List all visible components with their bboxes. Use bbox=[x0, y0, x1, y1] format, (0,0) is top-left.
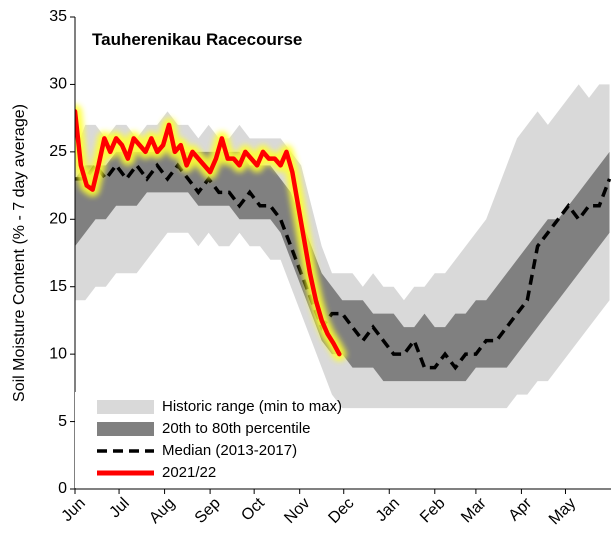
line bbox=[75, 162, 611, 371]
y-axis-label: Soil Moisture Content (% - 7 day average… bbox=[11, 104, 28, 402]
legend-label: Historic range (min to max) bbox=[162, 398, 342, 415]
x-tick-label: Apr bbox=[506, 494, 536, 524]
y-tick-label: 30 bbox=[49, 76, 67, 93]
x-tick-label: Aug bbox=[146, 495, 178, 527]
line bbox=[75, 109, 342, 357]
range-band bbox=[75, 138, 610, 382]
x-tick-label: Sep bbox=[192, 495, 224, 527]
y-tick-label: 35 bbox=[49, 8, 67, 25]
x-tick-label: Jan bbox=[373, 495, 403, 525]
legend-swatch bbox=[97, 400, 154, 414]
x-tick-label: Nov bbox=[281, 495, 313, 527]
y-tick-label: 20 bbox=[49, 211, 67, 228]
y-tick-label: 5 bbox=[58, 413, 67, 430]
legend-label: 20th to 80th percentile bbox=[162, 420, 310, 437]
x-tick-label: Jul bbox=[106, 495, 132, 521]
y-tick-label: 10 bbox=[49, 345, 67, 362]
x-tick-label: Mar bbox=[458, 494, 490, 526]
x-tick-label: Oct bbox=[238, 494, 268, 524]
y-tick-label: 15 bbox=[49, 278, 67, 295]
legend-swatch bbox=[97, 422, 154, 436]
plot-area bbox=[75, 84, 611, 409]
legend-label: 2021/22 bbox=[162, 464, 216, 481]
chart-title: Tauherenikau Racecourse bbox=[92, 30, 302, 49]
legend: Historic range (min to max) 20th to 80th … bbox=[97, 398, 342, 481]
x-tick-label: Dec bbox=[325, 495, 357, 527]
x-tick-label: Jun bbox=[59, 495, 89, 525]
y-tick-label: 0 bbox=[58, 480, 67, 497]
x-tick-label: May bbox=[546, 495, 579, 528]
y-tick-label: 25 bbox=[49, 143, 67, 160]
x-tick-label: Feb bbox=[417, 495, 449, 527]
legend-label: Median (2013-2017) bbox=[162, 442, 297, 459]
